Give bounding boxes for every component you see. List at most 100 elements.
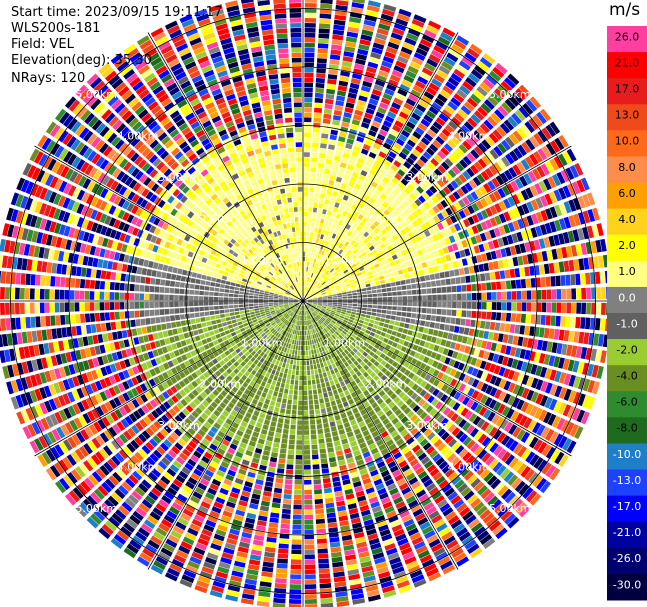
gate (314, 503, 324, 510)
gate (382, 258, 389, 265)
gate (449, 368, 457, 377)
gate (342, 56, 354, 63)
gate (388, 401, 396, 409)
gate (344, 389, 350, 396)
gate (501, 488, 513, 500)
gate (371, 328, 377, 333)
gate (530, 227, 538, 238)
gate (404, 450, 413, 459)
gate (342, 303, 348, 306)
gate (311, 284, 315, 289)
gate (350, 239, 356, 246)
gate (451, 151, 461, 161)
gate (519, 415, 528, 427)
gate (344, 234, 350, 241)
gate (382, 176, 390, 184)
gate (479, 534, 493, 545)
gate (501, 102, 513, 114)
gate (357, 322, 363, 327)
gate (314, 498, 324, 505)
gate (380, 236, 387, 243)
gate (437, 36, 451, 47)
gate (398, 351, 405, 358)
gate (365, 248, 371, 254)
gate (459, 506, 471, 517)
gate (356, 179, 364, 186)
gate (463, 121, 474, 132)
gate (297, 405, 303, 410)
gate (465, 455, 476, 465)
gate (432, 388, 440, 397)
gate (304, 37, 316, 43)
gate (591, 224, 599, 238)
gate (518, 483, 530, 496)
gate (307, 267, 310, 272)
gate (420, 282, 427, 288)
gate (329, 175, 336, 181)
gate (322, 224, 328, 230)
gate (568, 199, 577, 212)
gate (562, 151, 573, 164)
gate (314, 274, 318, 280)
gate (306, 293, 310, 298)
gate (371, 47, 383, 55)
gate (335, 197, 342, 204)
gate (412, 344, 419, 351)
gate (332, 301, 338, 303)
gate (321, 356, 326, 362)
gate (354, 412, 361, 419)
gate (471, 367, 479, 377)
gate (332, 566, 345, 573)
gate (353, 354, 359, 360)
gate (433, 73, 445, 84)
gate (391, 102, 401, 110)
gate (507, 474, 519, 486)
gate (461, 284, 467, 292)
gate (317, 228, 322, 234)
gate (380, 430, 389, 438)
gate (550, 140, 561, 153)
gate (286, 464, 294, 470)
gate (483, 471, 494, 483)
gate (466, 293, 472, 300)
gate (318, 326, 322, 331)
gate (318, 239, 323, 245)
gate (316, 58, 327, 64)
gate (353, 242, 359, 248)
gate (516, 360, 524, 371)
gate (372, 382, 379, 390)
gate (365, 348, 371, 354)
gate (488, 331, 494, 341)
gate (367, 344, 374, 351)
gate (539, 480, 551, 494)
gate (271, 380, 277, 386)
gate (348, 279, 354, 283)
gate (396, 194, 405, 202)
gate (441, 383, 449, 392)
gate (484, 424, 494, 435)
gate (402, 301, 408, 306)
gate (372, 324, 379, 329)
gate (451, 475, 462, 486)
gate (447, 349, 454, 357)
gate (517, 336, 524, 347)
gate (381, 60, 393, 69)
gate (382, 337, 389, 344)
gate (382, 327, 388, 333)
gate (312, 207, 318, 213)
gate (393, 65, 405, 74)
gate (409, 192, 417, 201)
gate (376, 460, 386, 469)
gate (511, 112, 522, 125)
gate (313, 247, 317, 253)
gate (317, 284, 322, 289)
gate (362, 245, 369, 251)
gate (260, 428, 268, 435)
gate (361, 307, 367, 311)
gate (289, 384, 294, 390)
gate (321, 229, 326, 235)
gate (390, 353, 398, 360)
gate (496, 159, 507, 170)
gate (525, 362, 533, 374)
gate (327, 273, 333, 278)
